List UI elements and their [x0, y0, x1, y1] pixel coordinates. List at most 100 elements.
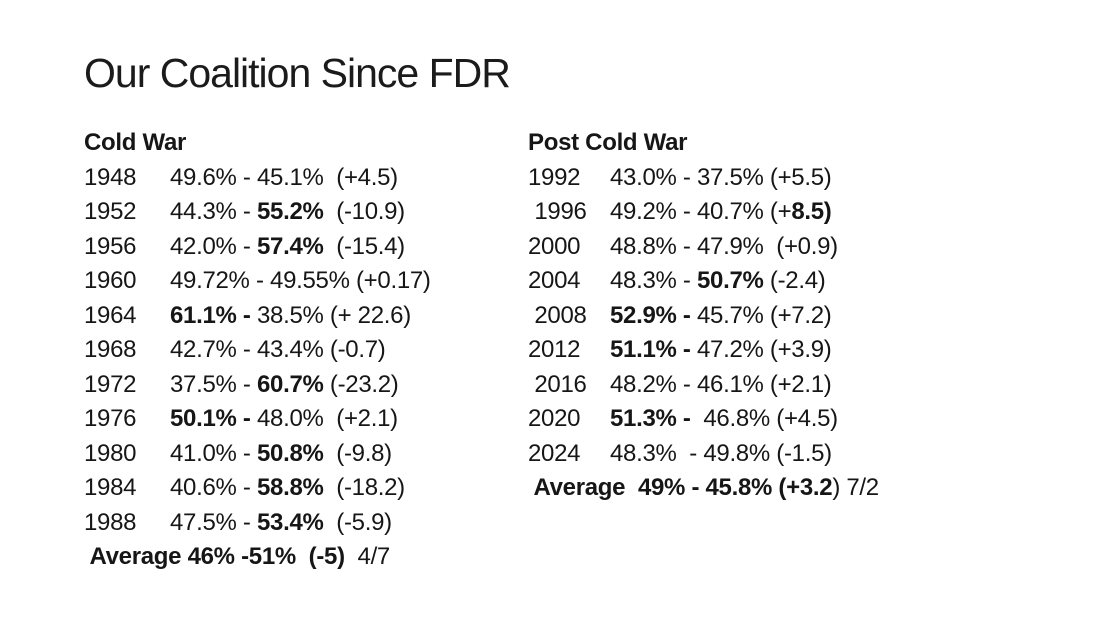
- value-segment: 4/7: [344, 543, 391, 570]
- table-row: 2000 48.8% - 47.9% (+0.9): [528, 230, 879, 265]
- value-segment: 45.7% (+7.2): [696, 301, 832, 329]
- value-segment: 47.5% -: [170, 508, 257, 536]
- table-row: 1956 42.0% - 57.4% (-15.4): [84, 230, 431, 265]
- row-values: 49.2% - 40.7% (+8.5): [610, 198, 832, 225]
- average-row: Average 46% -51% (-5) 4/7: [84, 540, 431, 575]
- value-segment: 49.2% - 40.7% (+: [610, 198, 792, 225]
- row-values: 40.6% - 58.8% (-18.2): [170, 474, 405, 501]
- table-row: 1964 61.1% - 38.5% (+ 22.6): [84, 299, 431, 334]
- row-year: 1992: [528, 163, 581, 191]
- table-row: 1972 37.5% - 60.7% (-23.2): [84, 368, 431, 403]
- row-year: 2008: [528, 301, 587, 329]
- row-values: 61.1% - 38.5% (+ 22.6): [170, 302, 411, 329]
- row-year: 2012: [528, 336, 581, 363]
- row-year: 1980: [84, 439, 137, 467]
- table-row: 1976 50.1% - 48.0% (+2.1): [84, 402, 431, 437]
- value-segment: 60.7%: [256, 370, 324, 398]
- table-row: 1968 42.7% - 43.4% (-0.7): [84, 333, 431, 368]
- row-values: 42.0% - 57.4% (-15.4): [170, 233, 405, 260]
- value-segment: 47.2% (+3.9): [696, 336, 832, 363]
- value-segment: 48.3% -: [610, 267, 697, 294]
- value-segment: 38.5% (+ 22.6): [256, 301, 411, 329]
- value-segment: 40.6% -: [170, 474, 257, 501]
- row-year: 2016: [528, 370, 587, 398]
- row-year: 2024: [528, 439, 581, 467]
- value-segment: 48.2% - 46.1% (+2.1): [610, 370, 832, 398]
- average-row: Average 49% - 45.8% (+3.2) 7/2: [528, 471, 879, 506]
- row-values: 49.72% - 49.55% (+0.17): [170, 267, 431, 294]
- row-values: 37.5% - 60.7% (-23.2): [170, 371, 399, 398]
- row-year: 2004: [528, 267, 581, 294]
- row-year: 1956: [84, 232, 137, 260]
- row-values: 42.7% - 43.4% (-0.7): [170, 336, 386, 363]
- row-year: 1996: [528, 198, 587, 225]
- row-year: 1952: [84, 198, 137, 225]
- value-segment: 46.8% (+4.5): [696, 405, 838, 432]
- table-row: 2012 51.1% - 47.2% (+3.9): [528, 333, 879, 368]
- value-segment: (-18.2): [323, 474, 405, 501]
- value-segment: 58.8%: [256, 474, 324, 501]
- row-values: 44.3% - 55.2% (-10.9): [170, 198, 405, 225]
- row-year: 1976: [84, 405, 137, 432]
- row-values: 51.1% - 47.2% (+3.9): [610, 336, 832, 363]
- value-segment: (-5.9): [323, 508, 392, 536]
- value-segment: 53.4%: [256, 508, 324, 536]
- table-row: 2020 51.3% - 46.8% (+4.5): [528, 402, 879, 437]
- table-row: 2008 52.9% - 45.7% (+7.2): [528, 299, 879, 334]
- row-year: 1948: [84, 163, 137, 191]
- table-row: 1992 43.0% - 37.5% (+5.5): [528, 161, 879, 196]
- row-year: 1972: [84, 370, 137, 398]
- row-year: 2000: [528, 232, 581, 260]
- value-segment: 41.0% -: [170, 439, 257, 467]
- row-year: 1960: [84, 267, 137, 294]
- value-segment: Average 46% -51% (-5): [84, 543, 345, 570]
- value-segment: 49.6% - 45.1% (+4.5): [170, 163, 398, 191]
- row-values: 48.8% - 47.9% (+0.9): [610, 233, 838, 260]
- table-row: 1960 49.72% - 49.55% (+0.17): [84, 264, 431, 299]
- value-segment: (-10.9): [323, 198, 405, 225]
- row-values: 43.0% - 37.5% (+5.5): [610, 163, 832, 191]
- table-row: 1952 44.3% - 55.2% (-10.9): [84, 195, 431, 230]
- value-segment: 50.1% -: [170, 405, 257, 432]
- value-segment: 55.2%: [256, 198, 324, 225]
- value-segment: 43.0% - 37.5% (+5.5): [610, 163, 832, 191]
- value-segment: (-15.4): [323, 232, 405, 260]
- value-segment: (-9.8): [323, 439, 392, 467]
- value-segment: 8.5): [791, 198, 832, 225]
- table-row: 1984 40.6% - 58.8% (-18.2): [84, 471, 431, 506]
- row-year: 1964: [84, 301, 137, 329]
- value-segment: 51.3% -: [610, 405, 697, 432]
- slide-title: Our Coalition Since FDR: [84, 50, 511, 96]
- column-post-cold-war: Post Cold War 1992 43.0% - 37.5% (+5.5) 19…: [528, 126, 879, 506]
- value-segment: 57.4%: [256, 232, 324, 260]
- value-segment: 50.7%: [696, 267, 764, 294]
- value-segment: 48.3% - 49.8% (-1.5): [610, 439, 832, 467]
- value-segment: 61.1% -: [170, 301, 257, 329]
- value-segment: 42.0% -: [170, 232, 257, 260]
- value-segment: 50.8%: [256, 439, 324, 467]
- table-row: 1996 49.2% - 40.7% (+8.5): [528, 195, 879, 230]
- row-values: 47.5% - 53.4% (-5.9): [170, 509, 392, 536]
- row-year: 2020: [528, 405, 581, 432]
- value-segment: 44.3% -: [170, 198, 257, 225]
- table-row: 1980 41.0% - 50.8% (-9.8): [84, 437, 431, 472]
- table-row: 1988 47.5% - 53.4% (-5.9): [84, 506, 431, 541]
- row-values: 52.9% - 45.7% (+7.2): [610, 301, 832, 329]
- column-header-post-cold-war: Post Cold War: [528, 129, 688, 156]
- table-row: 2016 48.2% - 46.1% (+2.1): [528, 368, 879, 403]
- value-segment: 42.7% - 43.4% (-0.7): [170, 336, 386, 363]
- value-segment: (-23.2): [323, 370, 399, 398]
- value-segment: 48.0% (+2.1): [256, 405, 398, 432]
- value-segment: 48.8% - 47.9% (+0.9): [610, 232, 838, 260]
- value-segment: 37.5% -: [170, 370, 257, 398]
- table-row: 1948 49.6% - 45.1% (+4.5): [84, 161, 431, 196]
- row-year: 1984: [84, 474, 137, 501]
- value-segment: ) 7/2: [832, 474, 879, 501]
- value-segment: 49.72% - 49.55% (+0.17): [170, 267, 431, 294]
- value-segment: 52.9% -: [610, 301, 697, 329]
- row-values: 50.1% - 48.0% (+2.1): [170, 405, 398, 432]
- column-header-cold-war: Cold War: [84, 129, 187, 156]
- table-row: 2004 48.3% - 50.7% (-2.4): [528, 264, 879, 299]
- column-cold-war: Cold War 1948 49.6% - 45.1% (+4.5) 1952 44.3…: [84, 126, 431, 575]
